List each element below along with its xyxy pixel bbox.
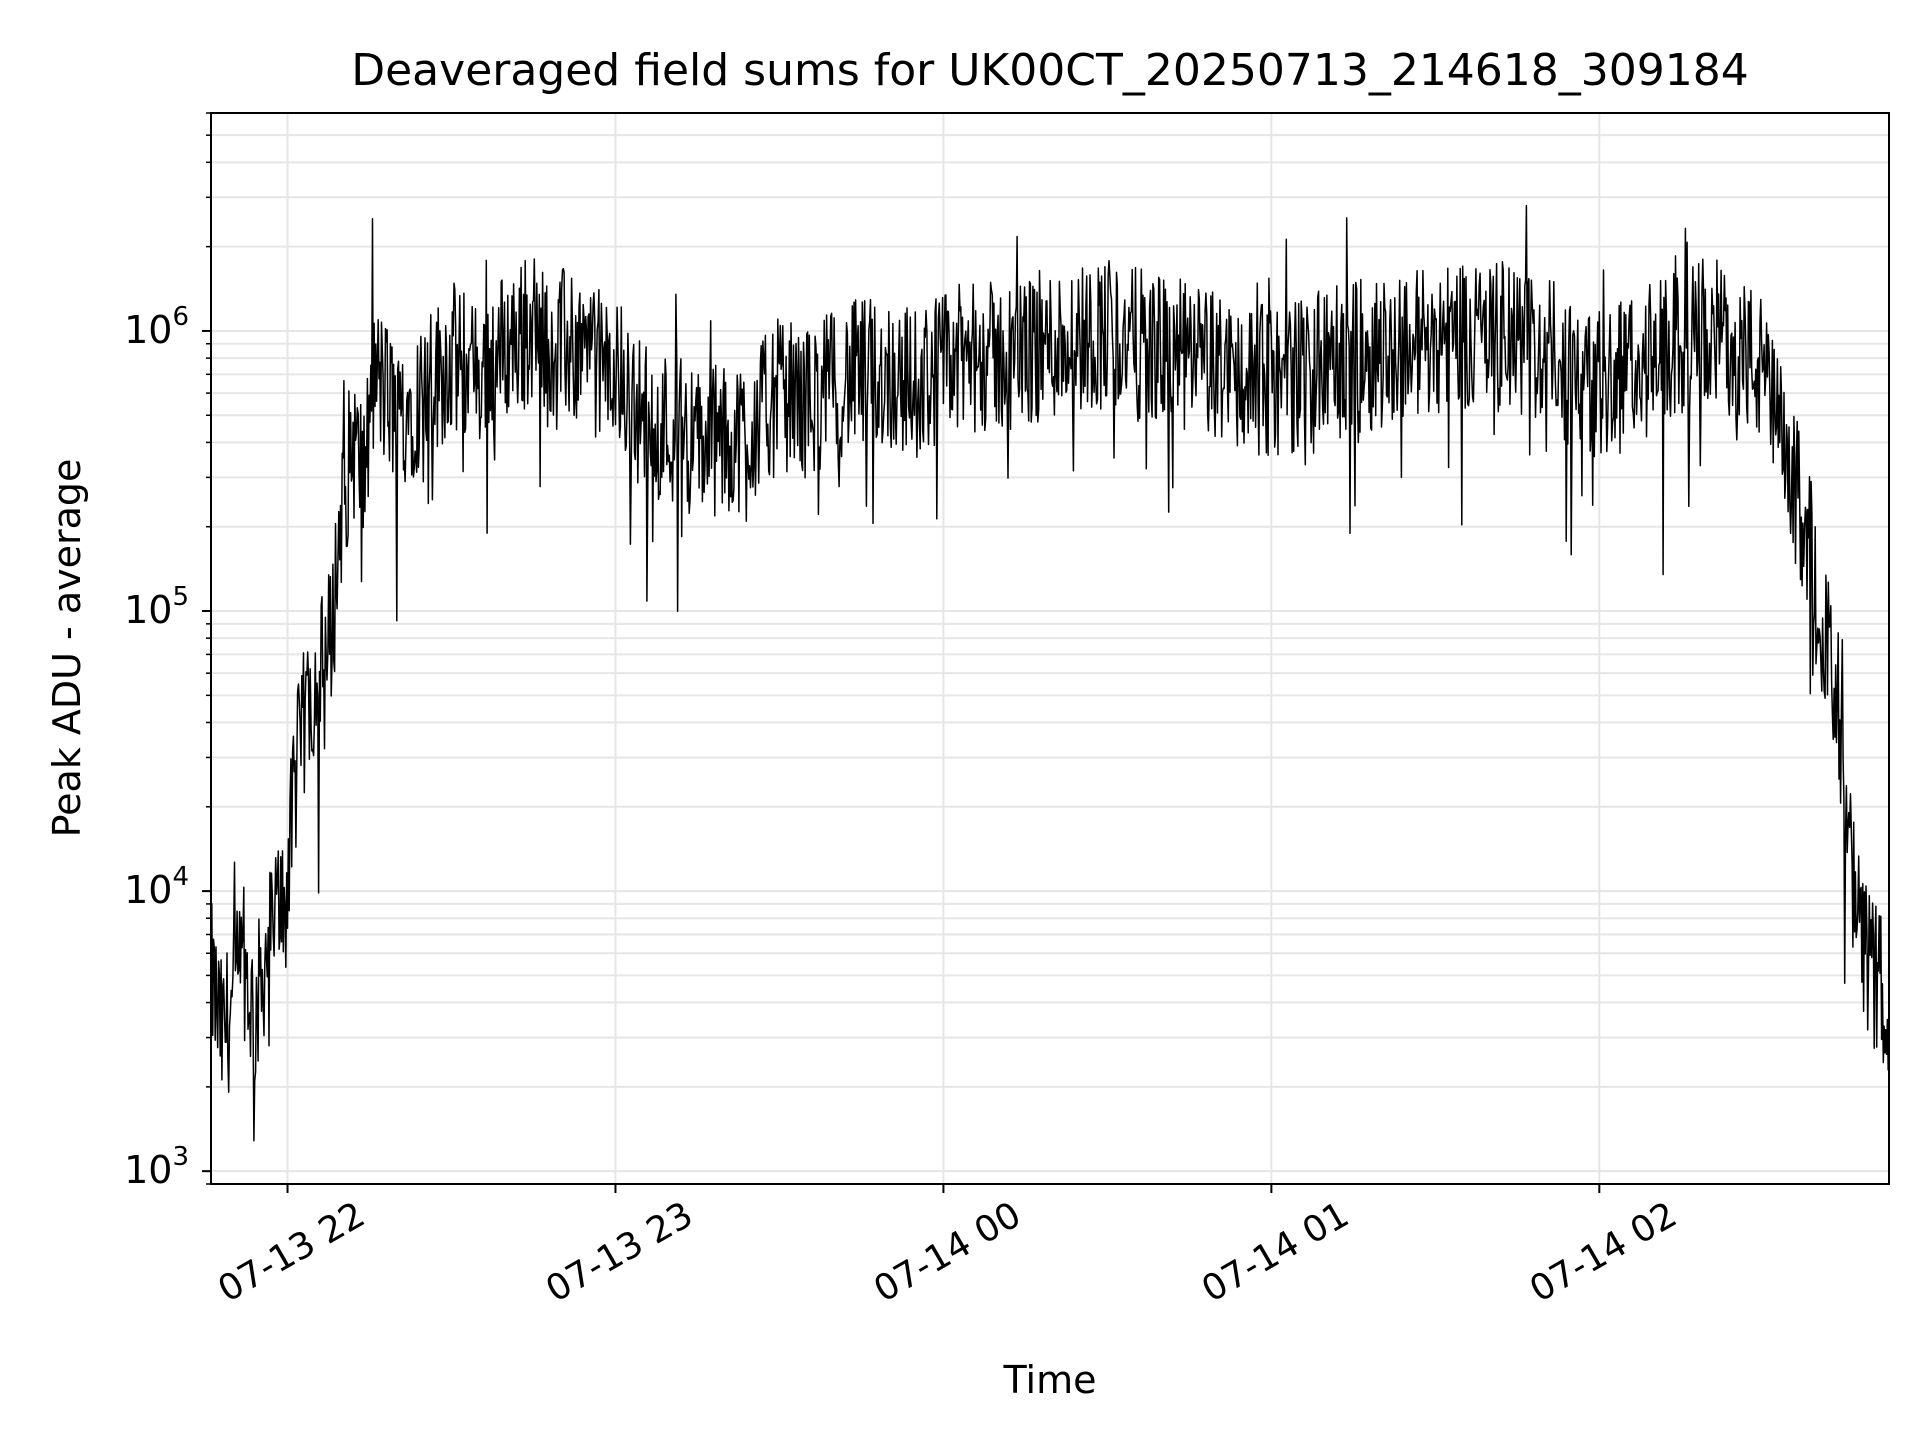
y-tick-label: 105 [124, 582, 189, 632]
plot-area-frame [210, 112, 1890, 1185]
x-axis-label: Time [1003, 1358, 1097, 1402]
data-series-line [210, 204, 1890, 1142]
grid-lines [211, 112, 1889, 1185]
y-tick-label: 103 [124, 1142, 189, 1192]
chart-title: Deaveraged field sums for UK00CT_2025071… [351, 45, 1749, 96]
y-tick-label: 106 [124, 302, 189, 352]
y-tick-label: 104 [124, 862, 189, 912]
series-layer [210, 204, 1890, 1142]
y-axis-label: Peak ADU - average [45, 459, 89, 838]
